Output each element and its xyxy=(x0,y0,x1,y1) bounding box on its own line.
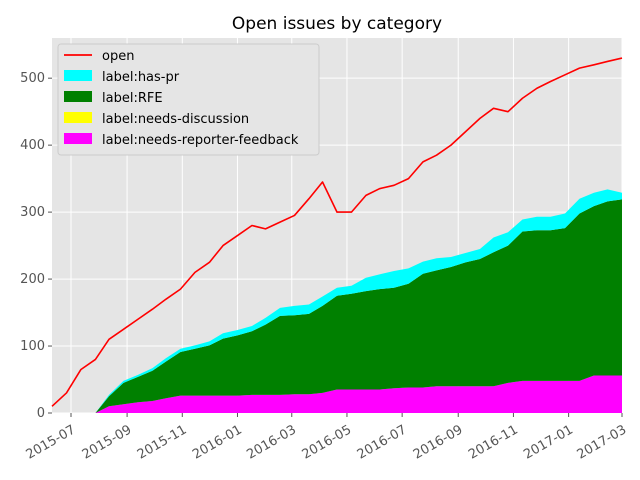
y-tick-label: 0 xyxy=(37,406,45,421)
area-label-rfe xyxy=(52,199,622,413)
legend-label: label:needs-discussion xyxy=(102,112,249,127)
x-tick-label: 2016-01 xyxy=(190,422,245,462)
x-tick-label: 2016-11 xyxy=(466,422,521,462)
legend-label: label:has-pr xyxy=(102,70,180,85)
x-tick-label: 2015-07 xyxy=(24,422,79,462)
legend-swatch xyxy=(64,112,92,123)
legend-label: label:RFE xyxy=(102,91,163,106)
x-tick-label: 2017-01 xyxy=(521,422,576,462)
legend: open label:has-pr label:RFE label:needs-dis… xyxy=(57,43,320,156)
y-tick-label: 300 xyxy=(20,205,45,220)
legend-box xyxy=(57,43,320,156)
legend-swatch xyxy=(64,133,92,144)
legend-swatch xyxy=(64,91,92,102)
y-tick-label: 100 xyxy=(20,339,45,354)
x-tick-label: 2015-11 xyxy=(135,422,190,462)
x-tick-label: 2016-05 xyxy=(300,422,355,462)
x-axis: 2015-07 2015-09 2015-11 2016-01 2016-03 2016-… xyxy=(24,413,630,463)
area-label-needs-reporter-feedback xyxy=(52,375,622,413)
x-tick-label: 2016-09 xyxy=(411,422,466,462)
x-tick-label: 2016-07 xyxy=(355,422,410,462)
y-axis: 0 100 200 300 400 500 xyxy=(20,71,52,421)
y-tick-label: 500 xyxy=(20,71,45,86)
chart-title: Open issues by category xyxy=(232,14,442,34)
stacked-areas xyxy=(52,189,622,413)
x-tick-label: 2015-09 xyxy=(80,422,135,462)
line-open xyxy=(51,57,623,407)
x-tick-label: 2017-03 xyxy=(575,422,630,462)
x-tick-label: 2016-03 xyxy=(244,422,299,462)
line-series xyxy=(51,57,623,407)
legend-label: label:needs-reporter-feedback xyxy=(102,133,299,148)
legend-swatch xyxy=(64,70,92,81)
legend-label: open xyxy=(102,49,134,64)
y-tick-label: 400 xyxy=(20,138,45,153)
y-tick-label: 200 xyxy=(20,272,45,287)
